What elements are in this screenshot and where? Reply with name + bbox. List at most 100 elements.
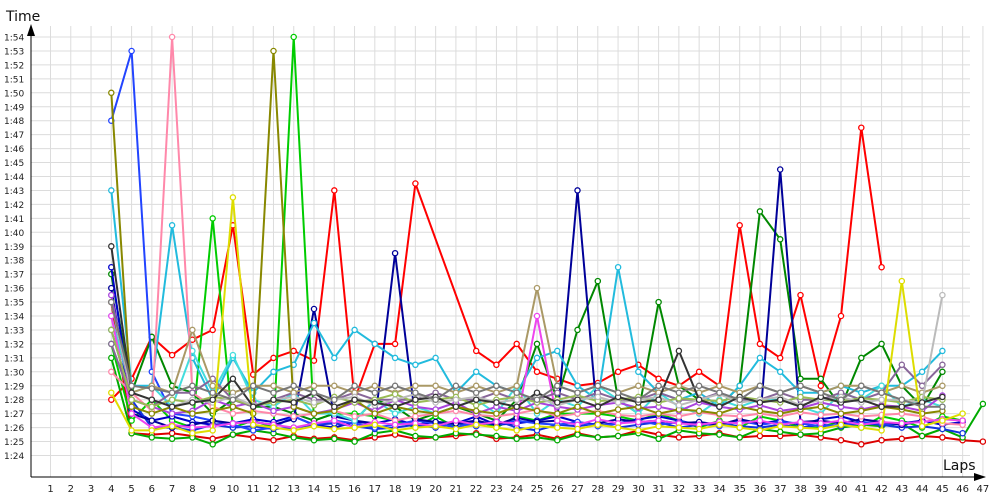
data-point: [108, 291, 115, 299]
x-tick-label: 22: [470, 484, 483, 495]
data-point: [675, 347, 683, 355]
data-point: [574, 396, 581, 403]
data-point: [716, 431, 723, 438]
data-point: [776, 368, 784, 376]
data-point: [614, 406, 622, 413]
data-point: [635, 418, 642, 426]
data-point: [148, 410, 156, 417]
data-point: [614, 432, 622, 440]
data-point: [776, 389, 784, 396]
x-tick-label: 11: [247, 484, 260, 495]
data-point: [391, 410, 399, 417]
data-point: [229, 375, 237, 383]
data-point: [128, 396, 135, 403]
data-point: [168, 396, 176, 403]
data-point: [858, 124, 865, 131]
y-tick-label: 1:33: [4, 326, 24, 336]
data-point: [776, 354, 784, 362]
y-tick-label: 1:47: [4, 131, 24, 141]
data-point: [574, 187, 581, 194]
data-point: [168, 429, 176, 437]
data-point: [655, 435, 662, 443]
data-point: [675, 382, 683, 390]
x-tick-label: 19: [409, 484, 422, 495]
y-tick-label: 1:35: [4, 299, 24, 309]
x-tick-label: 6: [149, 484, 155, 495]
x-tick-label: 7: [169, 484, 175, 495]
data-point: [209, 215, 216, 222]
data-point: [310, 305, 318, 313]
data-point: [939, 403, 946, 410]
data-point: [939, 361, 946, 369]
data-point: [655, 382, 662, 390]
data-point: [776, 236, 784, 243]
data-point: [270, 407, 277, 415]
data-point: [797, 418, 804, 426]
data-point: [229, 431, 237, 438]
data-point: [168, 33, 176, 41]
data-point: [574, 425, 581, 433]
data-point: [108, 187, 115, 194]
data-point: [635, 413, 642, 420]
data-point: [331, 403, 338, 410]
data-point: [939, 417, 946, 424]
y-tick-label: 1:28: [4, 396, 24, 406]
data-point: [472, 382, 480, 390]
data-point: [716, 382, 723, 390]
data-point: [432, 354, 439, 362]
x-tick-label: 39: [814, 484, 827, 495]
x-tick-label: 30: [632, 484, 645, 495]
data-point: [837, 436, 845, 444]
data-point: [249, 382, 257, 390]
x-tick-label: 23: [490, 484, 503, 495]
y-tick-label: 1:40: [4, 229, 24, 239]
data-point: [209, 382, 216, 390]
data-point: [108, 396, 115, 403]
data-point: [513, 382, 520, 390]
data-point: [189, 326, 196, 334]
data-point: [635, 396, 642, 403]
data-point: [249, 403, 257, 410]
data-point: [918, 403, 926, 410]
x-tick-label: 15: [328, 484, 341, 495]
data-point: [878, 403, 885, 410]
y-tick-label: 1:36: [4, 285, 24, 295]
data-point: [939, 347, 946, 355]
data-point: [858, 407, 865, 415]
data-point: [128, 417, 135, 424]
data-point: [817, 375, 825, 383]
data-point: [817, 403, 825, 410]
y-tick-label: 1:25: [4, 438, 24, 448]
data-point: [533, 312, 541, 320]
data-point: [554, 417, 561, 424]
data-point: [310, 357, 318, 364]
data-point: [189, 410, 196, 417]
data-point: [108, 298, 115, 306]
data-point: [472, 402, 480, 409]
y-tick-label: 1:46: [4, 145, 24, 155]
data-point: [128, 403, 135, 410]
data-point: [594, 421, 602, 429]
data-point: [412, 432, 419, 440]
data-point: [249, 421, 257, 429]
data-point: [472, 347, 480, 355]
data-point: [533, 389, 541, 396]
data-point: [229, 420, 237, 427]
data-point: [128, 382, 135, 390]
data-point: [270, 424, 277, 431]
data-point: [979, 438, 986, 445]
data-point: [432, 434, 439, 441]
data-point: [189, 424, 196, 431]
data-point: [675, 402, 683, 409]
x-tick-label: 24: [510, 484, 523, 495]
data-point: [270, 354, 277, 362]
data-point: [513, 403, 520, 410]
x-tick-label: 17: [368, 484, 381, 495]
data-point: [472, 407, 480, 415]
y-tick-label: 1:44: [4, 173, 24, 183]
data-point: [979, 400, 986, 408]
data-point: [331, 417, 338, 424]
data-point: [290, 382, 297, 390]
data-point: [918, 422, 926, 430]
y-axis-title: Time: [5, 9, 40, 25]
